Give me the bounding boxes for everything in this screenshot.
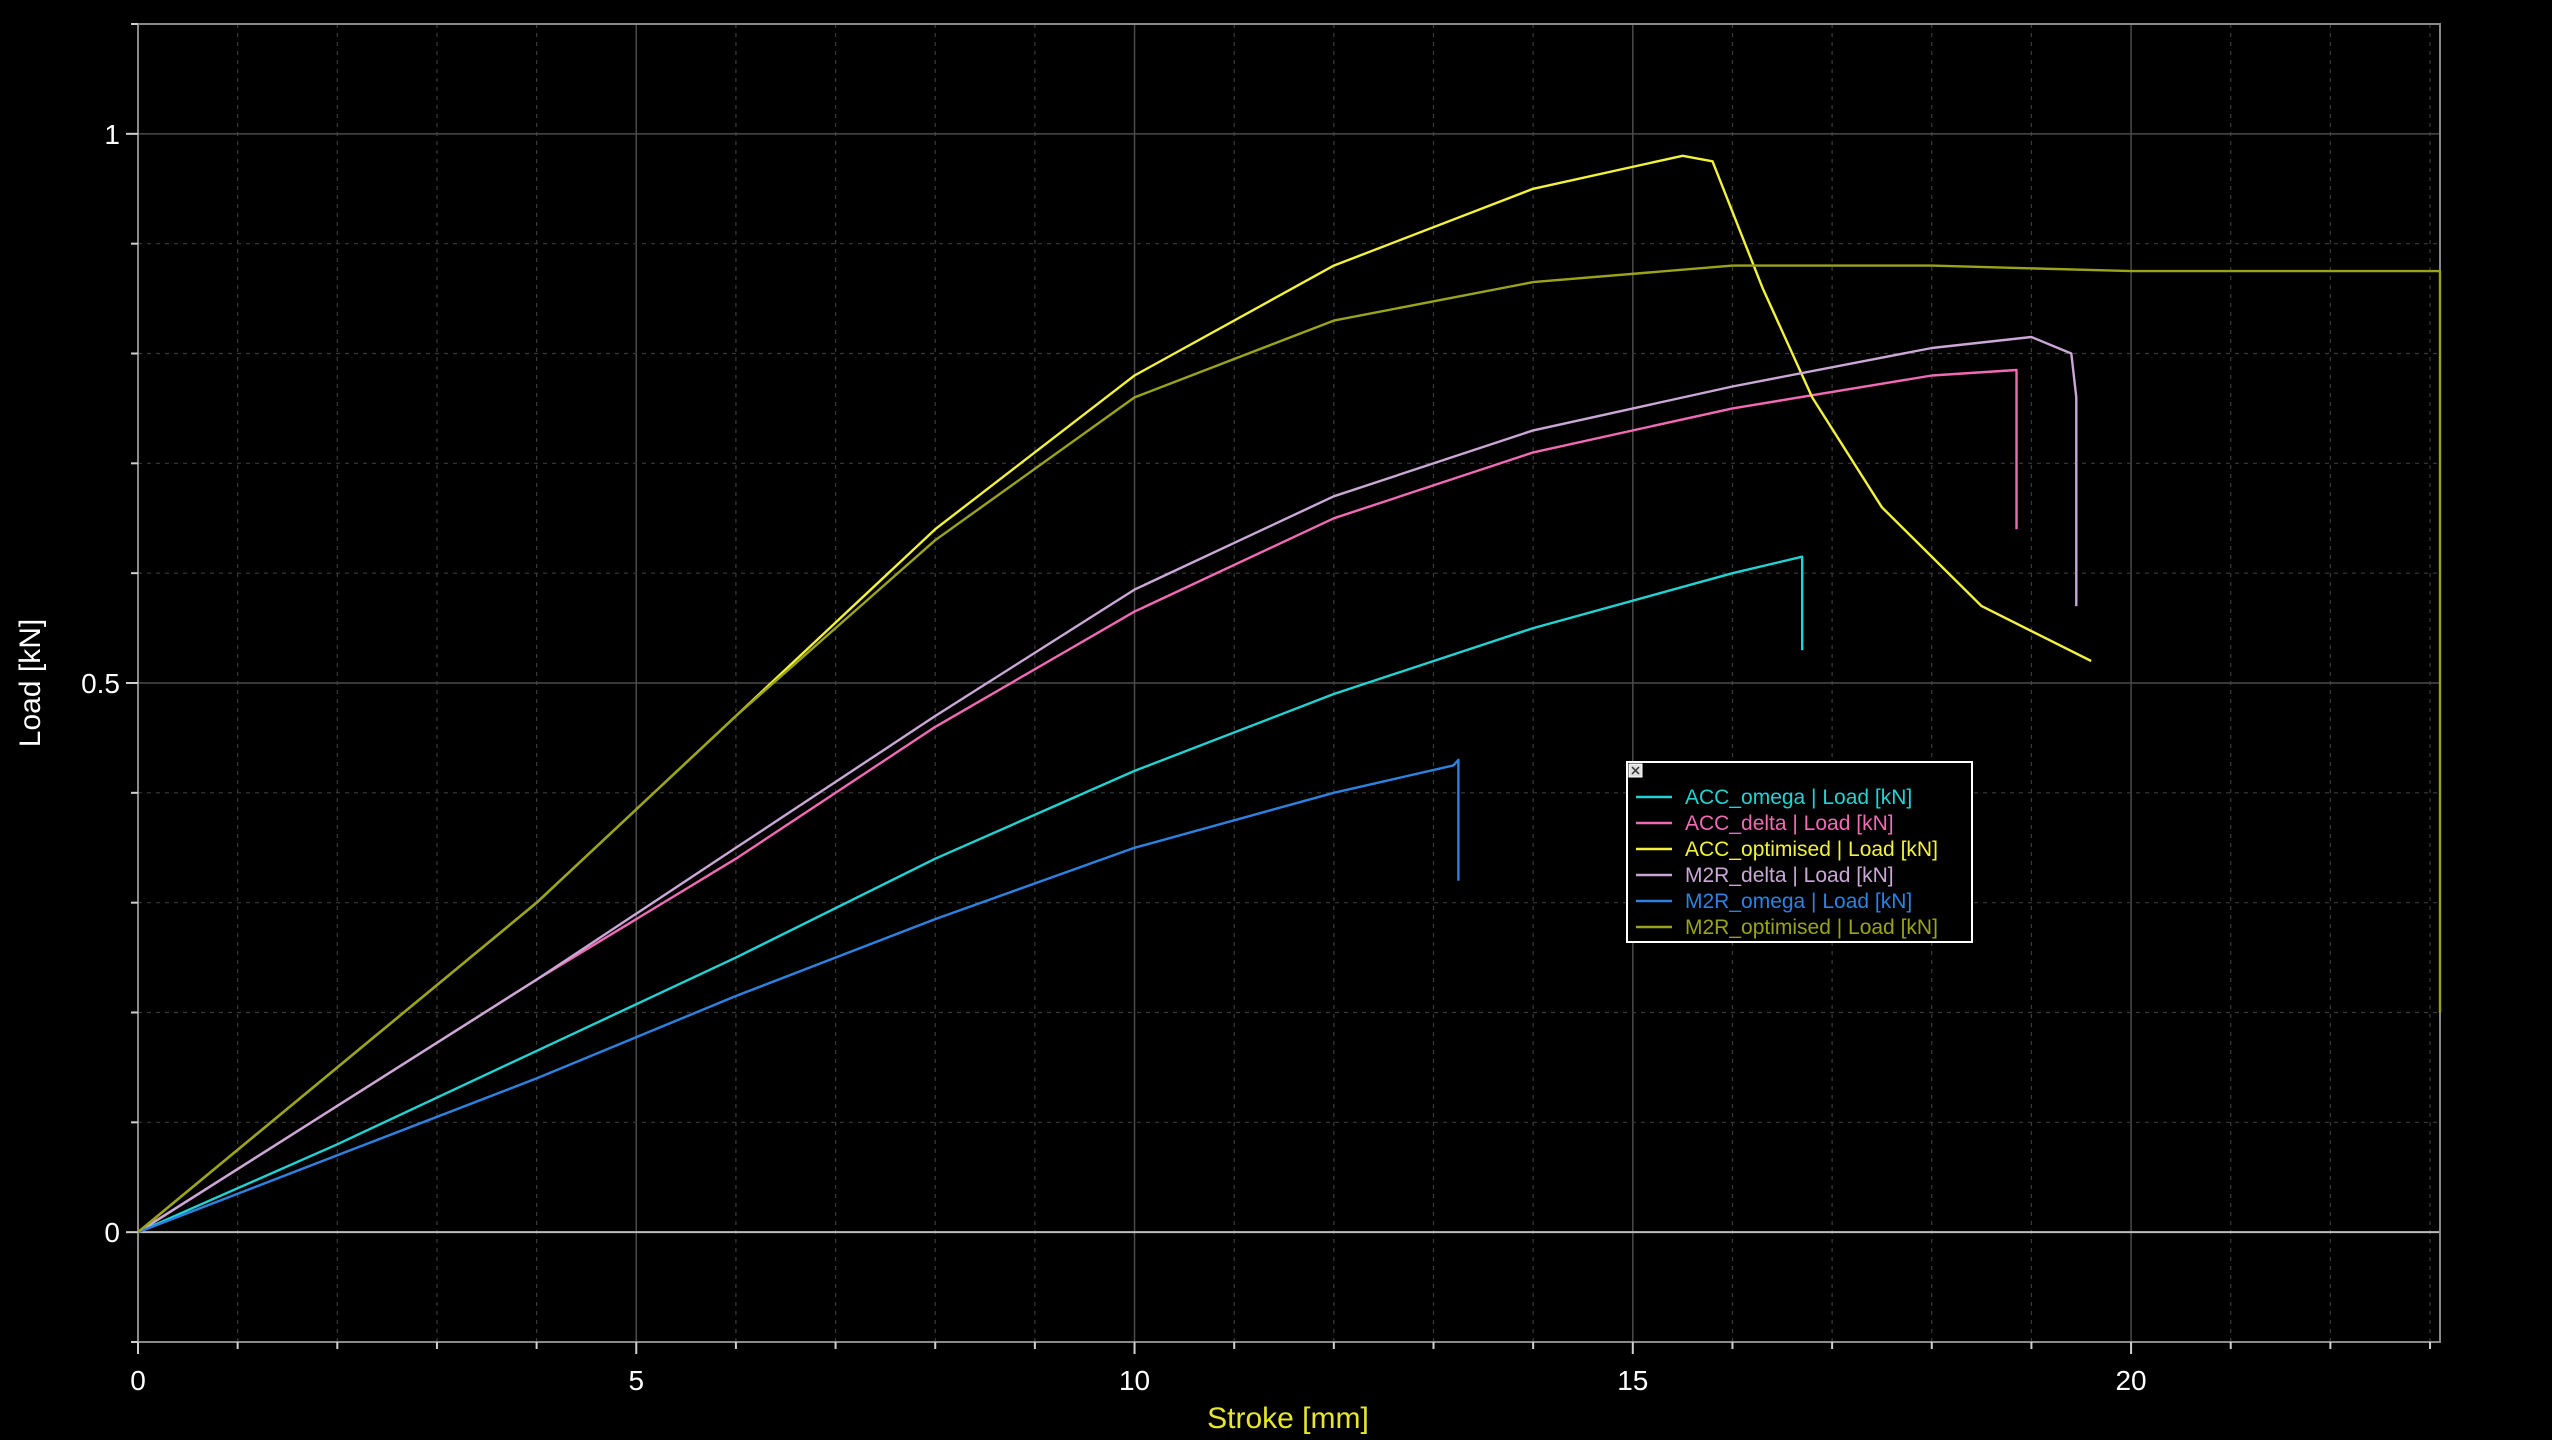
legend-entry: ACC_optimised | Load [kN] [1685,838,1938,861]
series-line-1 [137,555,1804,1234]
y-axis-title: Load [kN] [14,619,47,747]
legend-box [1626,761,1973,943]
x-tick-label: 0 [130,1365,146,1396]
x-tick-label: 5 [628,1365,644,1396]
series-group [137,154,2442,1234]
legend-entry: M2R_delta | Load [kN] [1685,864,1894,887]
series-line-5 [137,758,1460,1234]
axes: 0 5 10 15 20 0 0.5 1 [81,23,2432,1396]
legend-entry: ACC_delta | Load [kN] [1685,812,1894,835]
x-tick-label: 20 [2115,1365,2146,1396]
series-line-6 [137,264,2442,1234]
x-tick-label: 15 [1617,1365,1648,1396]
y-tick-label: 1 [104,119,120,150]
legend-close-icon[interactable] [1628,763,1643,778]
grid [138,24,2440,1342]
y-tick-label: 0 [104,1217,120,1248]
series-line-4 [137,335,2078,1234]
legend-entry: M2R_omega | Load [kN] [1685,890,1912,913]
x-axis-title: Stroke [mm] [1207,1402,1369,1435]
legend[interactable]: ACC_omega | Load [kN] ACC_delta | Load [k… [1626,761,1973,943]
legend-entry: M2R_optimised | Load [kN] [1685,916,1938,939]
legend-entry: ACC_omega | Load [kN] [1685,786,1912,809]
x-tick-label: 10 [1119,1365,1150,1396]
y-tick-label: 0.5 [81,668,120,699]
